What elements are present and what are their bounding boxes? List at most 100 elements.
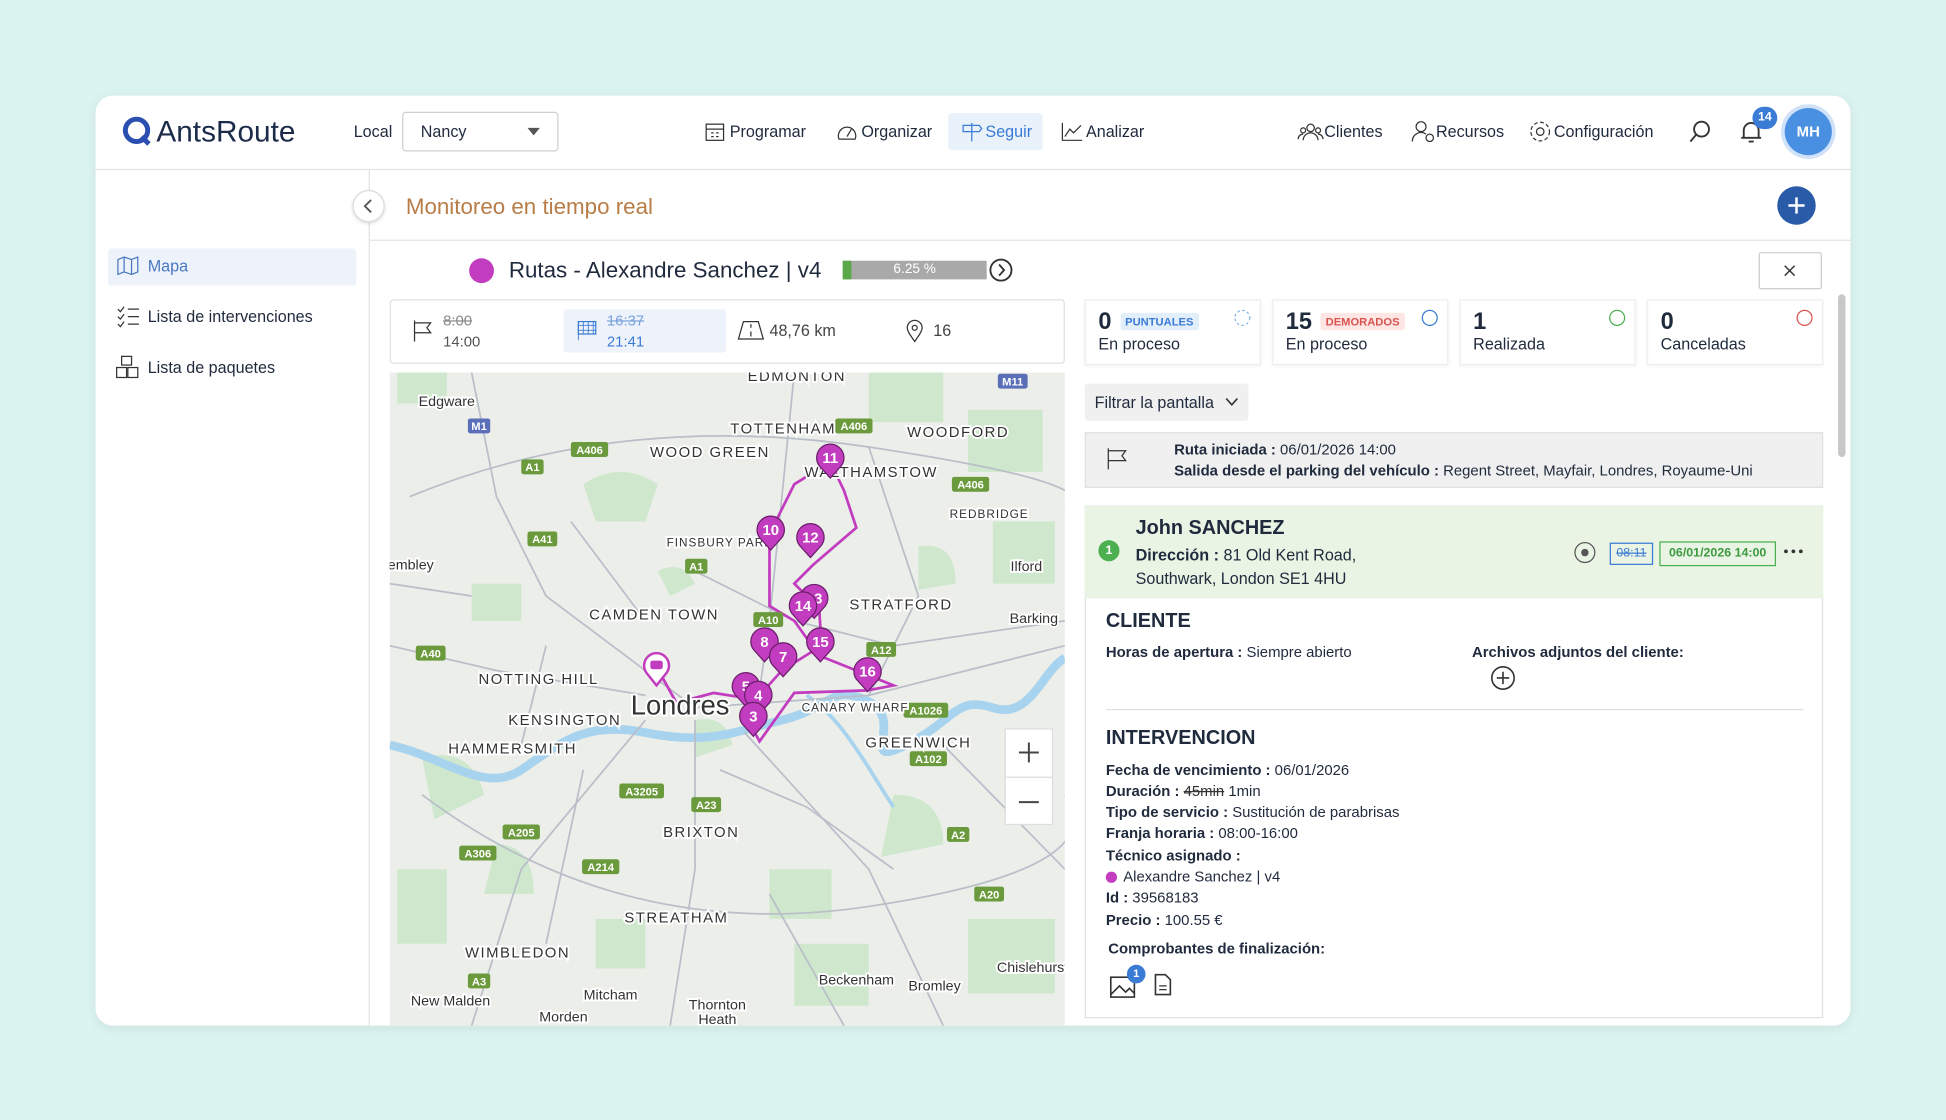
icon-settings	[1529, 120, 1551, 142]
hours-label: Horas de apertura :	[1106, 643, 1243, 660]
status-icon-ring	[1235, 310, 1250, 325]
stop-number: 15	[812, 635, 829, 651]
scrollbar	[1838, 294, 1845, 457]
field-label: Id :	[1106, 889, 1128, 906]
road-label: M11	[1002, 377, 1023, 389]
order-badge: 1	[1098, 540, 1119, 561]
status-count: 15	[1286, 309, 1312, 336]
road-label: A214	[587, 862, 614, 874]
nav-item[interactable]: Seguir	[985, 122, 1032, 141]
stop-number: 12	[802, 531, 819, 547]
sidebar-item[interactable]: Lista de intervenciones	[148, 307, 313, 326]
address-label: Dirección :	[1136, 546, 1219, 565]
departure-label: Salida desde el parking del vehículo :	[1174, 462, 1439, 479]
section-title: INTERVENCION	[1106, 728, 1256, 750]
add-attachment[interactable]	[1491, 666, 1516, 691]
field-label: Precio :	[1106, 911, 1161, 928]
search-button[interactable]	[1689, 120, 1711, 142]
status-icon	[1421, 309, 1438, 326]
close-icon	[1785, 266, 1795, 276]
proofs-badge: 1	[1127, 965, 1146, 984]
document-proof[interactable]	[1154, 973, 1171, 995]
status-label: En proceso	[1098, 335, 1180, 354]
attachments-label: Archivos adjuntos del cliente:	[1472, 643, 1684, 660]
place-label: CANARY WHARF	[802, 702, 909, 715]
road-label: A3	[472, 976, 486, 988]
place-label: REDBRIDGE	[950, 508, 1029, 521]
tool-item[interactable]: Recursos	[1436, 122, 1504, 141]
start-planned: 8:00	[443, 312, 472, 329]
status-badge: PUNTUALES	[1120, 313, 1198, 330]
more-button[interactable]	[1783, 549, 1803, 554]
departure-value: Regent Street, Mayfair, Londres, Royaume…	[1443, 462, 1753, 479]
chevron-left	[364, 200, 374, 212]
icon-distance	[737, 320, 764, 340]
progress-label: 6.25 %	[843, 261, 987, 280]
start-actual: 14:00	[443, 333, 480, 350]
road-label: A40	[420, 648, 440, 660]
stops: 16	[933, 321, 951, 340]
icon-flag	[1107, 448, 1128, 469]
icon-resources	[1412, 120, 1434, 142]
road-label: A102	[915, 754, 942, 766]
sidebar-active-bg	[108, 248, 356, 285]
place-label: TOTTENHAM	[730, 421, 836, 437]
road-label: A1	[689, 562, 703, 574]
field-label: Fecha de vencimiento :	[1106, 761, 1271, 778]
address-line: 81 Old Kent Road,	[1223, 546, 1356, 565]
field-value: 08:00-16:00	[1218, 824, 1298, 841]
status-count: 0	[1661, 309, 1674, 336]
place-label: WIMBLEDON	[465, 945, 570, 961]
sidebar-border	[369, 170, 370, 1026]
nav-item[interactable]: Analizar	[1086, 122, 1144, 141]
road-label: A1	[525, 462, 539, 474]
road-label: A205	[508, 827, 535, 839]
field-label: Franja horaria :	[1106, 824, 1214, 841]
stop-number: 8	[760, 635, 768, 651]
place-label: EDMONTON	[748, 373, 846, 386]
status-icon	[1796, 309, 1813, 326]
sidebar-item[interactable]: Mapa	[148, 256, 188, 275]
route-next-button[interactable]	[989, 258, 1013, 282]
stop-number: 14	[795, 599, 812, 615]
road-label: A41	[532, 534, 552, 546]
tool-item[interactable]: Clientes	[1324, 122, 1382, 141]
header-border	[96, 169, 1851, 170]
place-label: FINSBURY PARK	[667, 537, 774, 550]
planned-time: 08:11	[1616, 546, 1646, 560]
icon-flag	[413, 320, 433, 341]
local-label: Local	[354, 122, 393, 141]
place-label: KENSINGTON	[508, 713, 621, 729]
icon-map	[117, 256, 139, 276]
status-count: 1	[1473, 309, 1486, 336]
road-label: A406	[576, 445, 603, 457]
status-icon-ring	[1797, 310, 1812, 325]
place-label: Ilford	[1011, 559, 1043, 575]
status-label: En proceso	[1286, 335, 1368, 354]
status-label: Realizada	[1473, 335, 1545, 354]
status-badge: DEMORADOS	[1321, 313, 1405, 330]
stop-number: 11	[822, 451, 838, 467]
field-label: Tipo de servicio :	[1106, 803, 1228, 820]
place-label: BRIXTON	[663, 825, 739, 841]
status-icon	[1234, 309, 1251, 326]
sidebar-item[interactable]: Lista de paquetes	[148, 358, 275, 377]
tool-item[interactable]: Configuración	[1554, 122, 1654, 141]
route-color	[469, 258, 494, 283]
field-value: 1min	[1228, 782, 1260, 799]
nav-item[interactable]: Organizar	[861, 122, 932, 141]
avatar[interactable]: MH	[1785, 108, 1832, 155]
road-label: A20	[979, 889, 999, 901]
field-value: Sustitución de parabrisas	[1232, 803, 1399, 820]
stop-number: 3	[749, 709, 757, 725]
locate-button[interactable]	[1574, 541, 1596, 563]
road-label: A1026	[909, 706, 942, 718]
icon-clients	[1298, 122, 1323, 142]
map[interactable]: M1M11A406A406A406A1A1A41A10A12A40A1026A1…	[390, 373, 1065, 1026]
chevron-down	[1226, 399, 1237, 406]
nav-item[interactable]: Programar	[730, 122, 806, 141]
logo-icon	[122, 117, 152, 147]
place-label: HAMMERSMITH	[448, 742, 577, 758]
